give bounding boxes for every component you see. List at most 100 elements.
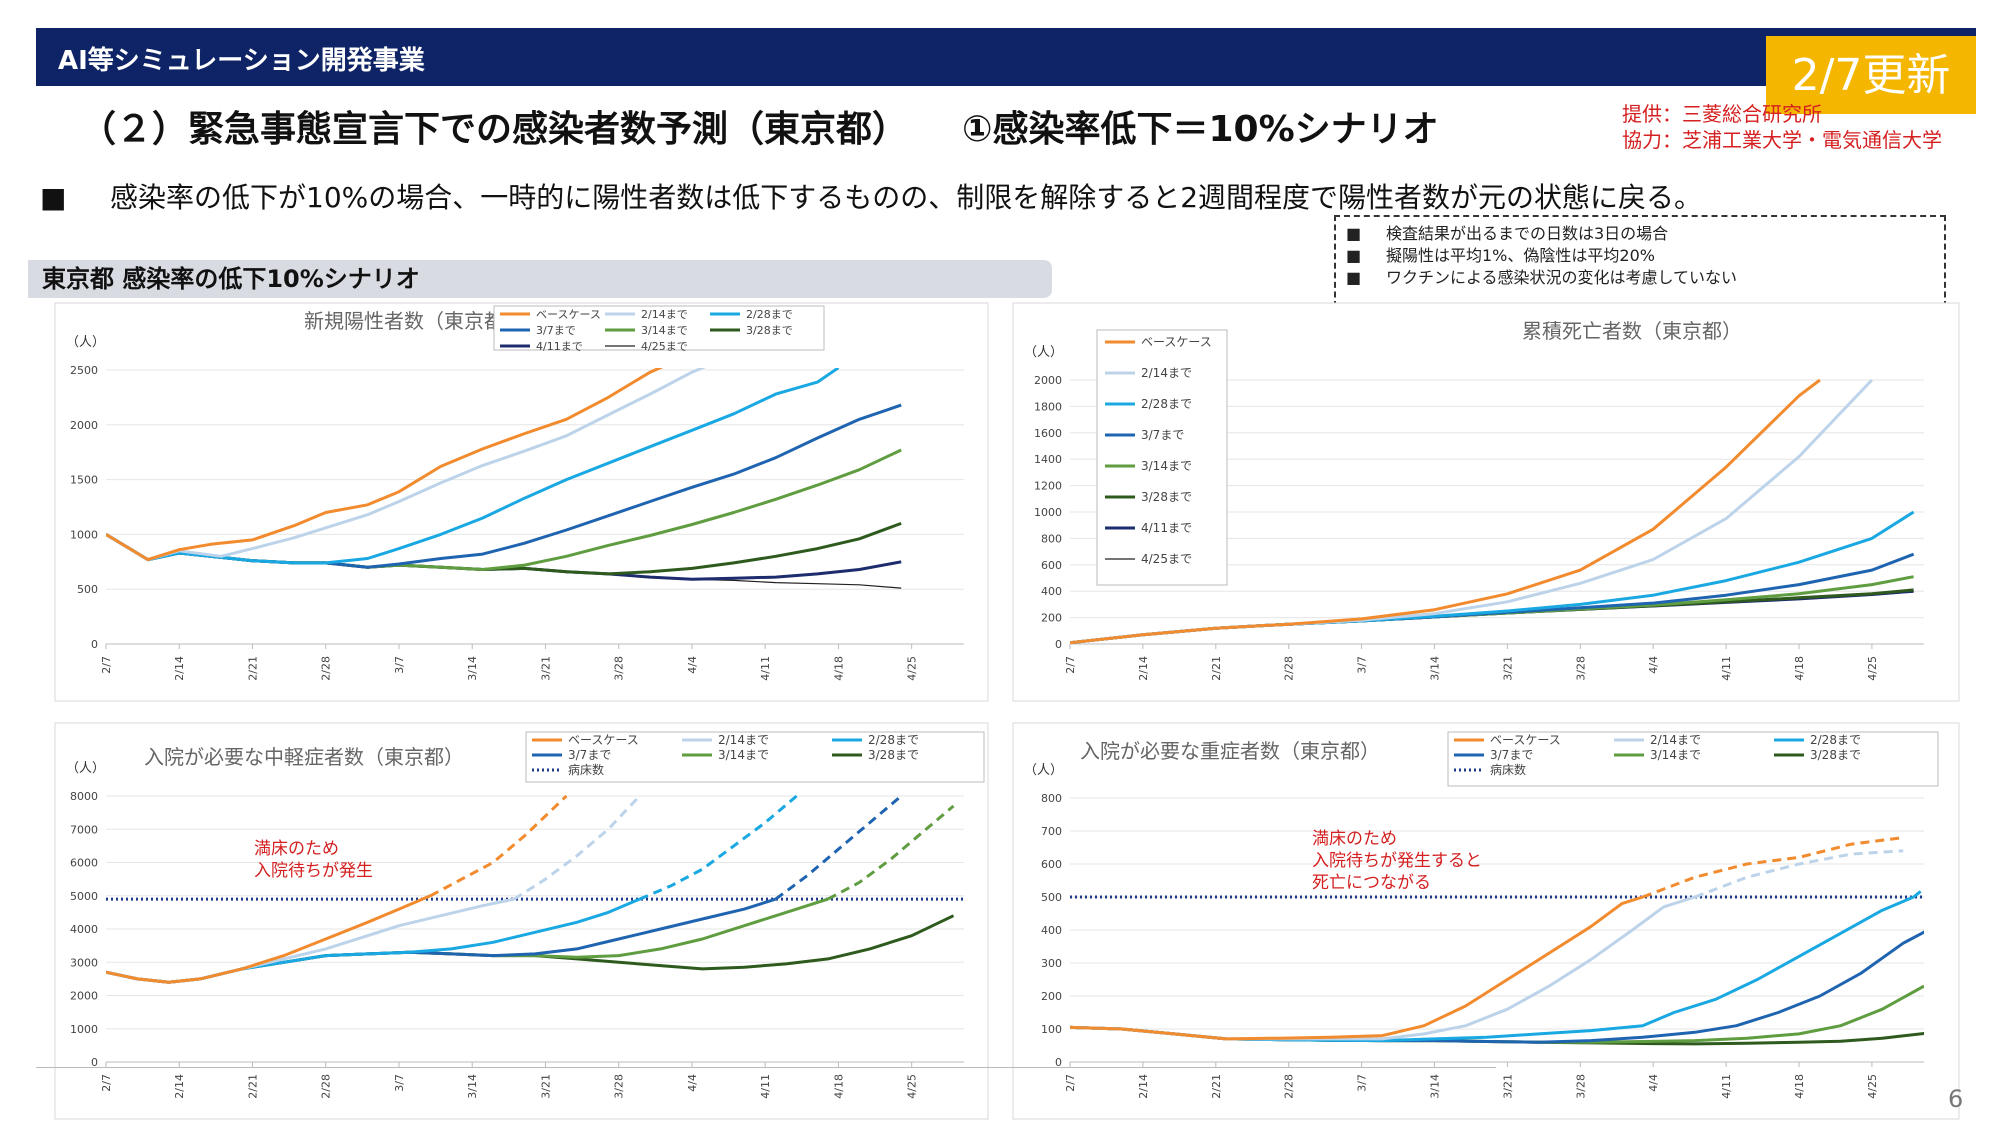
legend-label-d0411: 4/11まで	[536, 340, 583, 353]
series-line-d0214	[106, 368, 706, 562]
y-tick-label: 1400	[1034, 453, 1062, 466]
chart-title: 新規陽性者数（東京都）	[304, 309, 524, 333]
note-item: ■ 擬陽性は平均1%、偽陰性は平均20%	[1346, 245, 1934, 267]
y-tick-label: 2000	[70, 990, 98, 1003]
annotation-text: 満床のため	[254, 839, 339, 859]
program-title: AI等シミュレーション開発事業	[58, 46, 425, 76]
chart-new-positives: 新規陽性者数（東京都） （人） 0 500 1000 1500 2000 2500 2/7 2/1…	[54, 302, 989, 702]
x-tick-label: 4/11	[1720, 1074, 1733, 1099]
legend-label-d0214: 2/14まで	[641, 308, 688, 321]
plot-area	[1070, 378, 1915, 644]
summary-text: 感染率の低下が10%の場合、一時的に陽性者数は低下するものの、制限を解除すると2…	[110, 181, 1703, 214]
y-tick-label: 1200	[1034, 480, 1062, 493]
x-tick-label: 3/7	[393, 1074, 406, 1092]
y-tick-label: 800	[1041, 792, 1062, 805]
legend-label-d0214: 2/14まで	[1650, 733, 1701, 747]
x-tick-label: 4/25	[906, 656, 919, 681]
x-tick-label: 2/7	[1064, 656, 1077, 674]
x-tick-label: 2/14	[1137, 656, 1150, 681]
y-tick-label: 600	[1041, 559, 1062, 572]
y-tick-label: 4000	[70, 923, 98, 936]
legend-label-base: ベースケース	[568, 733, 639, 747]
y-tick-label: 1000	[70, 1023, 98, 1036]
legend-label-d0425: 4/25まで	[641, 340, 688, 353]
x-tick-label: 4/11	[759, 656, 772, 681]
x-tick-label: 3/28	[1574, 1074, 1587, 1099]
y-tick-label: 7000	[70, 823, 98, 836]
legend-label-d0411: 4/11まで	[1141, 521, 1192, 535]
y-tick-label: 1500	[70, 474, 98, 487]
y-tick-label: 500	[77, 583, 98, 596]
chart-title: 入院が必要な中軽症者数（東京都）	[144, 745, 464, 769]
chart-frame	[54, 722, 989, 1120]
y-tick-label: 1000	[70, 528, 98, 541]
summary-bullet: ■ 感染率の低下が10%の場合、一時的に陽性者数は低下するものの、制限を解除すると…	[40, 176, 1702, 216]
legend-label-d0314: 3/14まで	[1141, 459, 1192, 473]
chart-title: 累積死亡者数（東京都）	[1522, 319, 1742, 343]
assumption-notes: ■ 検査結果が出るまでの日数は3日の場合 ■ 擬陽性は平均1%、偽陰性は平均20% …	[1334, 215, 1946, 307]
series-line-base	[1070, 895, 1644, 1041]
x-tick-label: 3/21	[539, 1074, 552, 1099]
annotation-text: 入院待ちが発生すると	[1312, 851, 1482, 871]
note-square-icon: ■	[1346, 268, 1362, 287]
x-tick-label: 4/18	[1793, 656, 1806, 681]
y-tick-label: 100	[1041, 1023, 1062, 1036]
x-tick-label: 3/21	[539, 656, 552, 681]
x-tick-label: 2/28	[320, 1074, 333, 1099]
y-tick-label: 200	[1041, 612, 1062, 625]
x-tick-label: 4/11	[759, 1074, 772, 1099]
x-tick-label: 4/18	[832, 656, 845, 681]
legend-box	[493, 305, 825, 351]
section-title: 東京都 感染率の低下10%シナリオ	[28, 260, 1052, 298]
series-line-base	[106, 894, 431, 984]
chart-frame	[54, 302, 989, 702]
x-tick-label: 2/7	[1064, 1074, 1077, 1092]
series-projection-d0228	[1912, 886, 1924, 899]
series-projection-d0214	[1694, 849, 1904, 899]
legend-label-base: ベースケース	[1490, 733, 1561, 747]
series-line-base	[1070, 378, 1821, 644]
series-projection-d0214	[513, 794, 641, 901]
x-tick-label: 2/21	[246, 656, 259, 681]
y-tick-label: 8000	[70, 790, 98, 803]
x-tick-label: 3/7	[393, 656, 406, 674]
legend-label-d0228: 2/28まで	[1810, 733, 1861, 747]
x-tick-label: 3/7	[1356, 656, 1369, 674]
y-tick-label: 600	[1041, 858, 1062, 871]
legend-label-d0328: 3/28まで	[1141, 490, 1192, 504]
y-tick-label: 1800	[1034, 400, 1062, 413]
series-projection-base	[1642, 836, 1904, 899]
note-item: ■ 検査結果が出るまでの日数は3日の場合	[1346, 223, 1934, 245]
y-tick-label: 800	[1041, 532, 1062, 545]
annotation-text: 死亡につながる	[1312, 873, 1431, 893]
chart-title: 入院が必要な重症者数（東京都）	[1080, 739, 1380, 763]
x-tick-label: 3/7	[1356, 1074, 1369, 1092]
series-projection-d0314	[827, 804, 955, 901]
x-tick-label: 3/28	[1574, 656, 1587, 681]
x-tick-label: 2/14	[173, 1074, 186, 1099]
legend-label-d0314: 3/14まで	[718, 748, 769, 762]
note-text: 擬陽性は平均1%、偽陰性は平均20%	[1386, 246, 1655, 265]
y-axis-unit: （人）	[1024, 345, 1063, 360]
series-projection-base	[429, 794, 568, 898]
footer-divider	[36, 1067, 1496, 1068]
page-heading: （２）緊急事態宣言下での感染者数予測（東京都） ①感染率低下＝10%シナリオ	[80, 109, 1439, 150]
x-tick-label: 4/4	[1647, 656, 1660, 674]
x-tick-label: 4/18	[1793, 1074, 1806, 1099]
legend-label-base: ベースケース	[1141, 335, 1212, 349]
x-tick-label: 4/4	[1647, 1074, 1660, 1092]
x-tick-label: 4/25	[1866, 656, 1879, 681]
y-tick-label: 300	[1041, 957, 1062, 970]
y-tick-label: 0	[91, 638, 98, 651]
note-square-icon: ■	[1346, 246, 1362, 265]
legend-label-d0307: 3/7まで	[1141, 428, 1184, 442]
series-projection-d0228	[639, 794, 798, 901]
y-axis-unit: （人）	[66, 761, 105, 776]
legend-label-d0425: 4/25まで	[1141, 552, 1192, 566]
chart-severe-inpatients: 入院が必要な重症者数（東京都） （人） 0 100 200 300 400 500 600 700…	[1012, 722, 1960, 1120]
y-tick-label: 400	[1041, 585, 1062, 598]
x-tick-label: 2/28	[320, 656, 333, 681]
y-tick-label: 2500	[70, 364, 98, 377]
y-tick-label: 2000	[70, 419, 98, 432]
plot-area	[106, 794, 964, 984]
